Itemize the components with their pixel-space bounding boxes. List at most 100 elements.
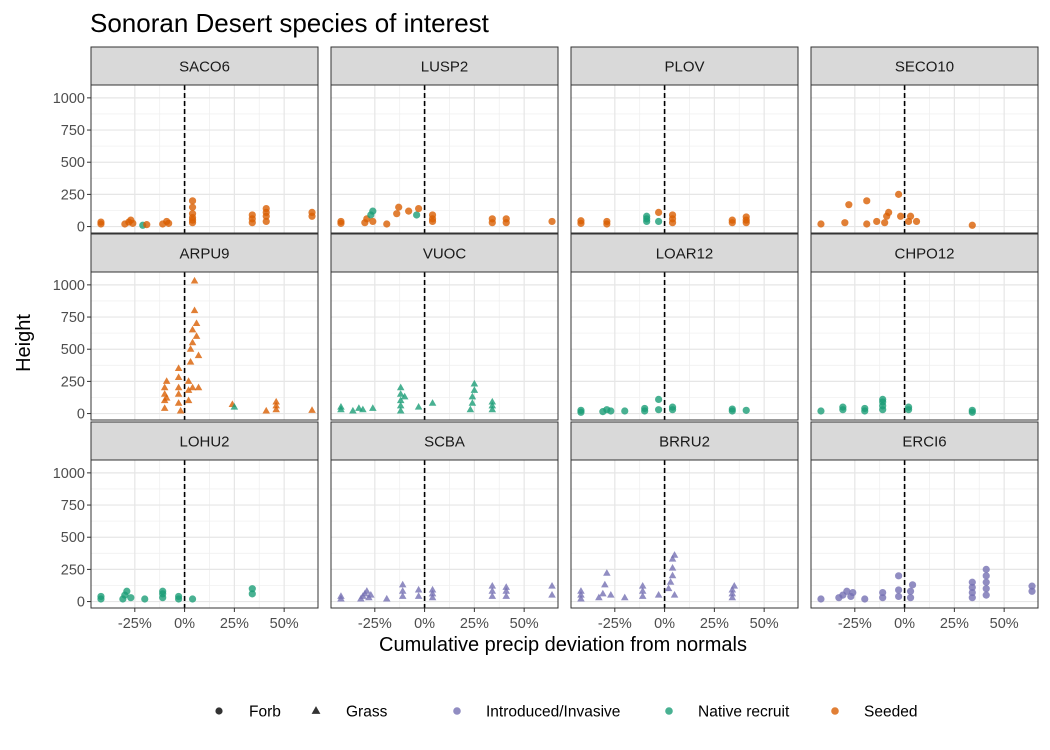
- data-point: [638, 587, 647, 594]
- data-point: [143, 221, 151, 229]
- data-point: [428, 589, 437, 597]
- data-point: [839, 403, 847, 411]
- facet-panel: VUOC: [330, 233, 559, 421]
- data-point: [190, 276, 199, 284]
- panel-background: [811, 85, 1038, 233]
- x-tick-label: 25%: [700, 616, 729, 632]
- data-point: [162, 377, 171, 384]
- data-point: [160, 383, 169, 391]
- data-point: [879, 395, 887, 404]
- data-point: [488, 581, 497, 589]
- data-point: [906, 212, 915, 220]
- data-point: [728, 405, 736, 413]
- data-point: [176, 406, 185, 414]
- data-point: [129, 219, 137, 227]
- data-point: [654, 590, 663, 598]
- data-point: [97, 218, 105, 226]
- data-point: [728, 589, 737, 597]
- data-point: [668, 554, 677, 562]
- data-point: [188, 338, 197, 346]
- legend-item-forb: Forb: [215, 704, 281, 721]
- data-point: [248, 585, 256, 593]
- data-point: [655, 395, 663, 404]
- panel-border: [570, 271, 799, 421]
- data-point: [174, 383, 183, 391]
- data-point: [655, 217, 663, 226]
- data-point: [396, 406, 405, 414]
- data-point: [502, 592, 511, 599]
- facet-panel: SCBA -25% 0% 25% 50%: [330, 421, 559, 632]
- data-point: [668, 571, 677, 579]
- data-point: [655, 406, 663, 414]
- data-point: [188, 219, 197, 227]
- data-point: [577, 406, 585, 414]
- data-point: [174, 390, 183, 397]
- data-point: [607, 407, 615, 415]
- data-point: [603, 569, 611, 576]
- data-point: [982, 572, 990, 580]
- data-point: [415, 204, 423, 213]
- data-point: [968, 594, 976, 602]
- y-tick-label: 500: [61, 155, 85, 171]
- facet-strip-label: LOAR12: [656, 246, 714, 263]
- data-point: [666, 578, 675, 585]
- data-point: [190, 306, 199, 314]
- data-point: [468, 399, 477, 406]
- data-point: [470, 386, 479, 393]
- x-tick-label: 50%: [990, 616, 1019, 632]
- panel-border: [810, 84, 1039, 234]
- facet-strip-label: ARPU9: [179, 246, 229, 263]
- data-point: [873, 217, 881, 226]
- data-point: [308, 406, 316, 413]
- data-point: [1028, 587, 1036, 595]
- x-tick-label: 0%: [174, 616, 195, 632]
- facet-strip: [570, 233, 799, 273]
- panel-border: [570, 459, 799, 609]
- data-point: [861, 595, 869, 603]
- panel-border: [570, 84, 799, 234]
- facet-strip: [90, 46, 319, 86]
- data-point: [607, 590, 615, 598]
- panel-grid: SACO6 0 250 500 750 1000 LUSP2 PLOV SECO10 ARPU9 0…: [53, 46, 1039, 632]
- data-point: [730, 581, 739, 589]
- data-point: [398, 587, 407, 594]
- panel-background: [811, 460, 1038, 608]
- facet-strip: [90, 421, 319, 461]
- x-tick-label: -25%: [358, 616, 392, 632]
- facet-strip-label: ERCI6: [902, 434, 946, 451]
- data-point: [906, 594, 915, 602]
- panel-border: [330, 271, 559, 421]
- data-point: [159, 587, 167, 595]
- data-point: [968, 588, 976, 597]
- data-point: [369, 217, 377, 226]
- data-point: [262, 217, 270, 226]
- data-point: [369, 207, 377, 215]
- data-point: [192, 332, 201, 339]
- panel-border: [90, 459, 319, 609]
- panel-border: [810, 459, 1039, 609]
- data-point: [577, 590, 585, 598]
- data-point: [863, 220, 871, 228]
- data-point: [428, 399, 437, 406]
- panel-border: [330, 84, 559, 234]
- data-point: [395, 203, 403, 211]
- facet-strip: [810, 46, 1039, 86]
- data-point: [603, 217, 611, 226]
- y-tick-label: 0: [77, 595, 85, 611]
- data-point: [188, 325, 197, 333]
- legend-item-grass: Grass: [311, 704, 388, 721]
- data-point: [638, 581, 647, 589]
- data-point: [175, 592, 183, 601]
- x-axis-title: Cumulative precip deviation from normals: [379, 634, 747, 656]
- panel-border: [90, 84, 319, 234]
- data-point: [577, 587, 585, 594]
- data-point: [405, 207, 413, 215]
- data-point: [230, 402, 239, 410]
- y-tick-label: 750: [61, 310, 85, 326]
- data-point: [599, 589, 607, 597]
- data-point: [396, 390, 405, 397]
- data-point: [488, 405, 497, 413]
- data-point: [895, 586, 903, 594]
- facet-strip-label: VUOC: [423, 246, 467, 263]
- data-point: [184, 396, 193, 404]
